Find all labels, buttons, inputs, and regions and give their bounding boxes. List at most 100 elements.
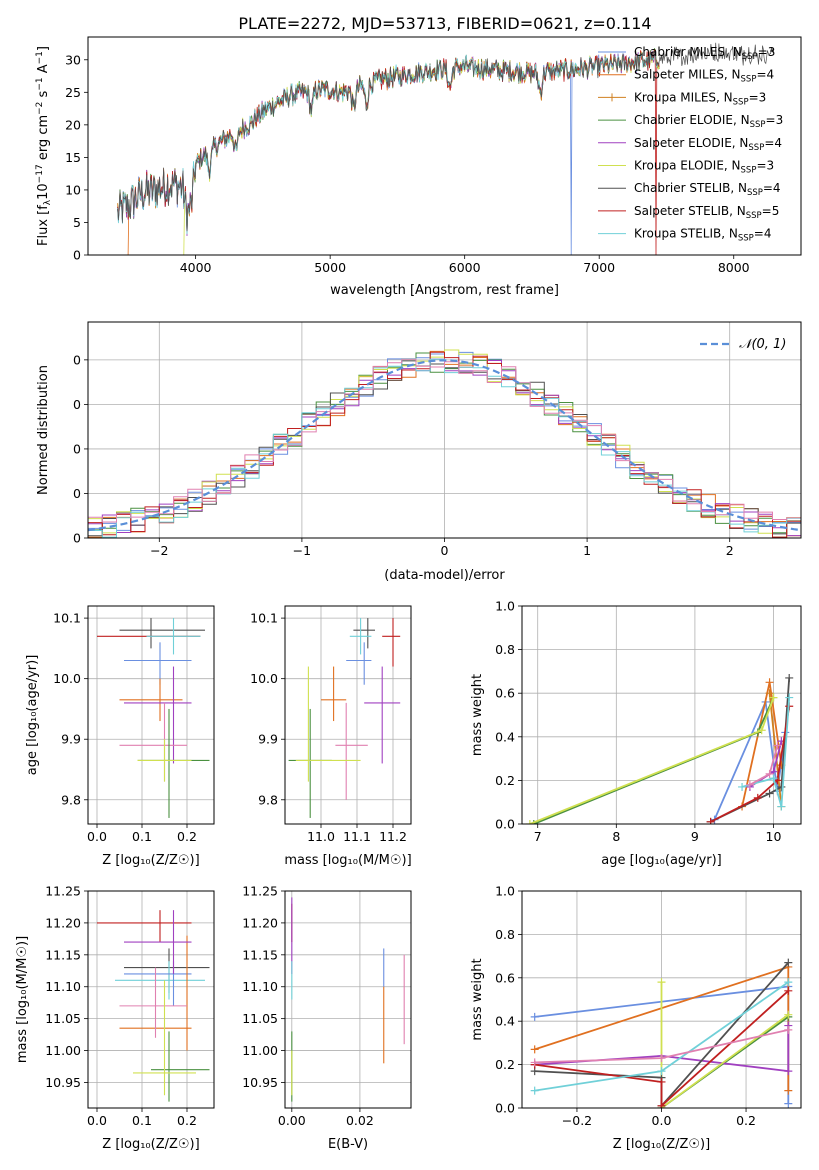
y-label-part: 10: [36, 183, 51, 200]
x-tick-label: 2: [726, 543, 734, 558]
weight-vs-age-panel: 7 8 9 10 0.0 0.2 0.4 0.6 0.8 1.0 age [log₁₀(age/yr…: [470, 599, 802, 868]
legend-sub: SSP: [733, 97, 749, 107]
axes-frame: [87, 605, 215, 825]
weight-marker: [657, 1101, 666, 1108]
y-tick-label: 0.2: [495, 773, 515, 788]
weight-line: [741, 697, 791, 807]
x-tick-label: 0.2: [177, 829, 197, 844]
x-tick-label: 0.1: [132, 829, 152, 844]
weight-marker: [745, 780, 754, 789]
spectrum-line: [117, 42, 775, 232]
y-tick-label: 0: [73, 486, 81, 501]
y-tick-label: 11.20: [242, 915, 278, 930]
residuals-panel: −2 −1 0 1 2 0 0 0 0 0 (data-model)/error Normed dis…: [36, 321, 802, 583]
legend-text: Chabrier MILES, N: [634, 45, 742, 59]
x-tick-label: 9: [691, 829, 699, 844]
y-label-part: −2: [35, 102, 45, 115]
legend-value: =3: [749, 90, 767, 104]
legend-sub: SSP: [750, 120, 766, 130]
weight-marker: [769, 693, 778, 702]
weight-marker: [784, 986, 793, 995]
y-tick-label: 25: [65, 85, 81, 100]
legend-text: Salpeter ELODIE, N: [634, 136, 748, 150]
spectrum-panel: 4000 5000 6000 7000 8000 0 5 10 15 20 25 30 waveleng…: [35, 36, 802, 298]
y-tick-label: 0.6: [495, 686, 515, 701]
weight-marker: [753, 793, 762, 802]
x-axis-label: Z [log₁₀(Z/Z☉)]: [102, 853, 199, 868]
age-vs-mass-panel: 11.0 11.1 11.2 9.8 9.9 10.0 10.1 mass [log₁₀(M/…: [250, 605, 412, 868]
x-tick-label: 0.1: [132, 1113, 152, 1128]
weight-marker: [530, 1012, 539, 1021]
legend-sub: SSP: [741, 75, 757, 85]
y-tick-label: 0.4: [495, 1014, 515, 1029]
legend-text: Kroupa ELODIE, N: [634, 159, 741, 173]
weight-marker: [769, 774, 778, 783]
y-tick-label: 11.05: [45, 1011, 81, 1026]
x-tick-label: 0.0: [652, 1113, 672, 1128]
y-axis-label: Normed distribution: [36, 365, 51, 495]
x-axis-label: age [log₁₀(age/yr)]: [601, 853, 722, 868]
weight-marker: [765, 789, 774, 798]
x-tick-label: 0.2: [177, 1113, 197, 1128]
weight-marker: [657, 1054, 666, 1063]
normal-curve: [88, 359, 801, 532]
weight-marker: [706, 817, 715, 824]
y-tick-label: 0.4: [495, 729, 515, 744]
weight-marker: [765, 769, 774, 778]
x-tick-label: −2: [150, 543, 168, 558]
legend-sub: SSP: [748, 143, 764, 153]
legend-sub: SSP: [747, 188, 763, 198]
legend-label: 𝒩(0, 1): [739, 337, 786, 352]
x-tick-label: 0: [441, 543, 449, 558]
figure-title: PLATE=2272, MJD=53713, FIBERID=0621, z=0…: [238, 14, 651, 33]
weight-lines: [525, 673, 794, 824]
weight-marker: [785, 693, 794, 702]
weight-marker: [525, 820, 534, 824]
weight-marker: [765, 689, 774, 698]
spectrum-line: [183, 49, 660, 255]
histograms: [88, 349, 801, 538]
weight-line: [534, 990, 789, 1108]
y-tick-label: 10.1: [250, 611, 278, 626]
x-tick-label: 0.02: [346, 1113, 374, 1128]
legend-label: Salpeter MILES, NSSP=4: [634, 68, 774, 85]
x-tick-label: 5000: [314, 260, 346, 275]
y-tick-label: 11.15: [242, 947, 278, 962]
y-tick-label: 0.6: [495, 970, 515, 985]
weight-marker: [784, 1067, 793, 1076]
y-axis-label: mass weight: [470, 674, 485, 756]
weight-marker: [785, 673, 794, 682]
legend-value: =4: [763, 181, 781, 195]
axes-frame: [87, 890, 215, 1109]
mass-vs-ebv-panel: 0.00 0.02 10.95 11.00 11.05 11.10 11.15 11.20 11…: [242, 884, 412, 1152]
y-tick-label: 9.8: [61, 792, 81, 807]
y-label-part: −17: [35, 164, 45, 183]
y-tick-label: 30: [65, 52, 81, 67]
y-label-part: s: [36, 90, 51, 101]
x-tick-label: −0.2: [562, 1113, 592, 1128]
legend-text: Salpeter MILES, N: [634, 68, 741, 82]
x-axis-label: wavelength [Angstrom, rest frame]: [330, 283, 559, 298]
legend-sub: SSP: [741, 166, 757, 176]
x-axis-label: (data-model)/error: [384, 568, 505, 583]
y-tick-label: 0: [73, 531, 81, 546]
weight-marker: [738, 782, 747, 791]
legend-label: Kroupa ELODIE, NSSP=3: [634, 159, 774, 176]
legend-value: =4: [756, 68, 774, 82]
weight-marker: [757, 726, 766, 735]
error-crosses: [291, 897, 405, 1102]
error-crosses: [97, 618, 210, 818]
axes-frame: [521, 890, 802, 1109]
x-tick-label: 8000: [718, 260, 750, 275]
axes-frame: [284, 605, 412, 825]
axes-frame: [87, 321, 802, 539]
weight-marker: [657, 1067, 666, 1076]
weight-marker: [784, 1086, 793, 1095]
legend-value: =3: [756, 159, 774, 173]
y-axis-label: age [log₁₀(age/yr)]: [25, 655, 40, 776]
y-tick-label: 10.1: [53, 611, 81, 626]
weight-lines: [530, 958, 793, 1108]
legend-text: Chabrier ELODIE, N: [634, 113, 750, 127]
